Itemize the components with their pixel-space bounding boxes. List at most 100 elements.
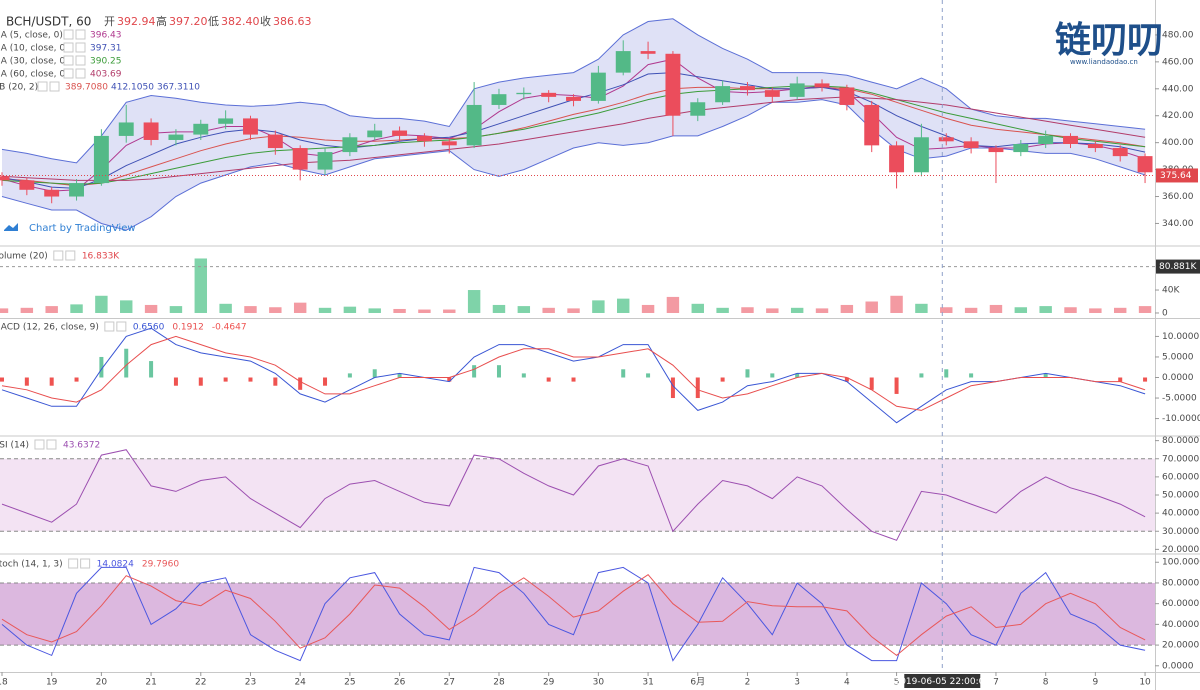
y-tick-label: 60.0000 [1162,472,1199,482]
histogram-bar [99,356,104,378]
y-tick-label: 60.0000 [1162,599,1199,609]
series-line [1,566,1146,662]
histogram-bar [646,373,651,378]
candle-body [44,189,60,197]
y-tick-label: 400.00 [1162,138,1194,148]
candle-body [1063,135,1078,145]
series-line [1,18,1146,164]
legend-icon [63,55,74,66]
crosshair-label: 2019-06-05 22:00:00 [894,677,990,687]
ohlc-label: 低 [208,15,219,28]
x-tick-label: 25 [344,678,355,688]
histogram-bar [944,369,949,378]
histogram-bar [695,377,700,399]
histogram-bar [372,369,377,378]
legend-name: BB (20, 2) [0,83,38,93]
tradingview-logo [4,223,18,231]
volume-bar [617,298,630,313]
candle-body [814,83,830,88]
volume-bar [418,309,431,313]
volume-bar [840,304,854,313]
y-tick-label: 50.0000 [1162,491,1199,501]
x-tick-label: 9 [1092,678,1098,688]
volume-bar [169,306,183,313]
x-tick-label: 10 [1139,678,1151,688]
volume-bar [45,306,58,313]
histogram-bar [0,377,4,382]
volume-bar [1039,306,1052,313]
volume-bar [915,303,928,313]
candle-body [839,87,855,105]
series-line [1,335,1146,411]
candle-body [516,92,532,95]
last-price-label: 375.64 [1160,171,1192,181]
histogram-bar [1143,377,1148,382]
volume-bar [1064,307,1077,313]
legend-value: 397.31 [90,44,122,54]
ohlc-value: 386.63 [273,15,312,28]
candle-body [988,148,1004,153]
legend-icon [53,250,64,261]
legend-value: 396.43 [90,31,122,41]
series-line [1,327,1146,424]
volume-bar [244,306,257,313]
candle-body [392,130,408,136]
histogram-bar [198,377,203,386]
x-tick-label: 26 [394,678,406,688]
candle-body [789,83,805,97]
histogram-bar [273,377,278,386]
candle-body [218,118,234,124]
volume-bar [666,296,680,313]
histogram-bar [74,377,79,382]
volume-bar [815,308,829,313]
legend-icon [46,439,57,450]
y-tick-label: 100.0000 [1162,558,1200,568]
candle-body [267,134,283,149]
candle-body [715,86,731,103]
candle-body [168,134,184,140]
histogram-bar [969,373,974,378]
volume-bar [1014,307,1028,313]
y-tick-label: -5.0000 [1162,394,1197,404]
legend-icon [63,42,74,53]
y-tick-label: 0.0000 [1162,661,1194,671]
indicator-title: Stoch (14, 1, 3) [0,560,63,570]
volume-level-box [1156,259,1200,274]
histogram-bar [844,377,849,382]
candle-body [913,137,929,173]
candle-body [889,145,905,173]
candle-body [193,123,209,135]
histogram-bar [770,373,775,378]
series-line [1,85,1146,185]
volume-bar [368,308,381,313]
histogram-bar [397,373,402,378]
y-tick-label: 40K [1162,286,1180,296]
y-tick-label: 10.0000 [1162,332,1199,342]
indicator-title: RSI (14) [0,441,29,451]
candle-body [1013,144,1029,153]
x-tick-label: 6月 [690,677,705,688]
histogram-bar [745,369,750,378]
volume-bar [144,304,158,313]
y-tick-label: 5.0000 [1162,352,1194,362]
volume-bar [567,308,580,313]
histogram-bar [347,373,352,378]
volume-bar [269,307,282,313]
histogram-bar [173,377,178,386]
legend-icon [116,321,127,332]
candle-body [1087,144,1103,149]
candle-body [0,176,10,181]
bollinger-fill [2,18,1146,231]
legend-icon [65,250,76,261]
x-tick-label: 22 [195,678,206,688]
y-tick-label: 20.0000 [1162,641,1199,651]
candle-body [367,130,383,138]
volume-bar [1113,307,1127,313]
legend-value: 412.1050 [111,83,154,93]
ohlc-value: 382.40 [221,15,260,28]
volume-bar [517,306,531,313]
watermark: 链叨叨 www.liandaodao.cn [1055,20,1163,66]
x-tick-label: 7 [993,678,999,688]
volume-bar [766,308,779,313]
